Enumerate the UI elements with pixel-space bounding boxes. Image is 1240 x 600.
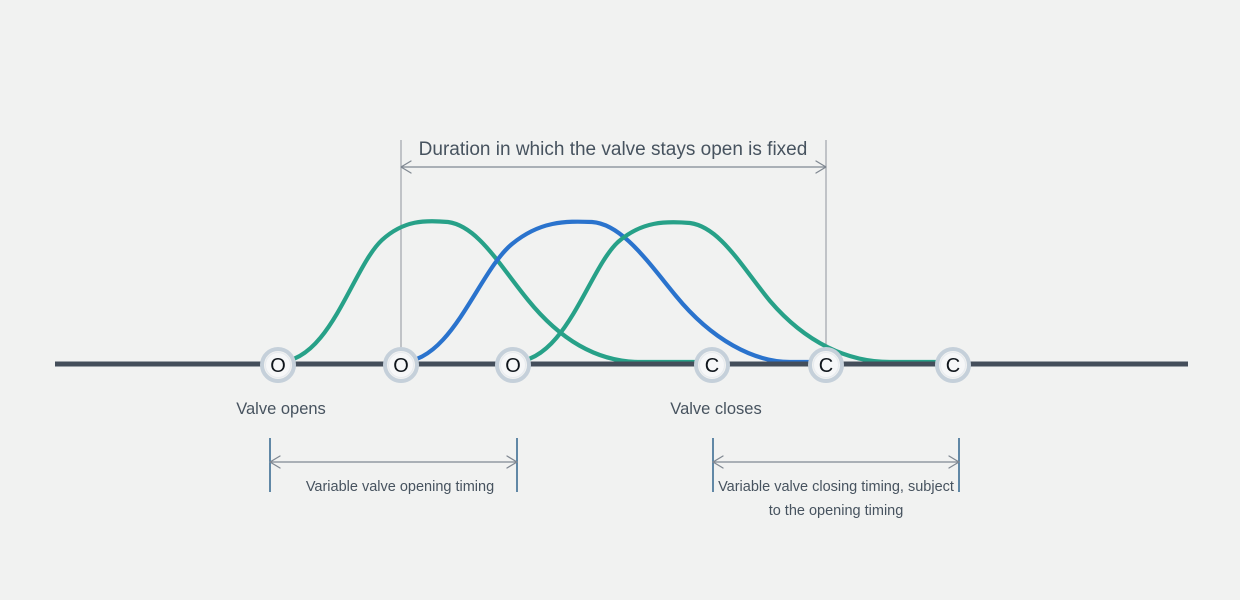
bottom-right-arrow-head-right — [948, 455, 960, 469]
marker-o1-inner — [265, 352, 291, 378]
marker-c2-label: C — [819, 355, 833, 377]
bottom-right-annotation-line2: to the opening timing — [769, 503, 904, 519]
bottom-right-arrow-head-left — [712, 455, 724, 469]
top-annotation-group: Duration in which the valve stays open i… — [400, 139, 827, 350]
valve-lift-curves — [275, 219, 956, 365]
curve-early-opening — [275, 219, 715, 365]
marker-c3[interactable]: C — [935, 347, 971, 383]
marker-c3-label: C — [946, 355, 960, 377]
bottom-left-arrow-head-right — [506, 455, 518, 469]
marker-c2[interactable]: C — [808, 347, 844, 383]
marker-o1-label: O — [270, 355, 286, 377]
bottom-right-annotation-group: Variable valve closing timing, subject t… — [712, 438, 960, 519]
marker-o2-label: O — [393, 355, 409, 377]
curve-late-opening — [510, 220, 956, 365]
marker-o3-inner — [500, 352, 526, 378]
curve-mid-opening — [398, 219, 829, 365]
bottom-right-annotation-line1: Variable valve closing timing, subject — [718, 479, 954, 495]
caption-valve-closes: Valve closes — [670, 400, 761, 418]
bottom-left-annotation-label: Variable valve opening timing — [306, 479, 494, 495]
marker-c2-inner — [813, 352, 839, 378]
marker-c3-inner — [940, 352, 966, 378]
marker-c1[interactable]: C — [694, 347, 730, 383]
marker-o3[interactable]: O — [495, 347, 531, 383]
top-arrow-head-left — [400, 160, 412, 174]
caption-valve-opens: Valve opens — [236, 400, 326, 418]
marker-o2-inner — [388, 352, 414, 378]
marker-o1[interactable]: O — [260, 347, 296, 383]
top-annotation-label: Duration in which the valve stays open i… — [419, 139, 808, 160]
bottom-left-arrow-head-left — [269, 455, 281, 469]
marker-o3-label: O — [505, 355, 521, 377]
top-arrow-head-right — [815, 160, 827, 174]
marker-c1-inner — [699, 352, 725, 378]
bottom-left-annotation-group: Variable valve opening timing — [269, 438, 518, 495]
marker-o2[interactable]: O — [383, 347, 419, 383]
marker-c1-label: C — [705, 355, 719, 377]
